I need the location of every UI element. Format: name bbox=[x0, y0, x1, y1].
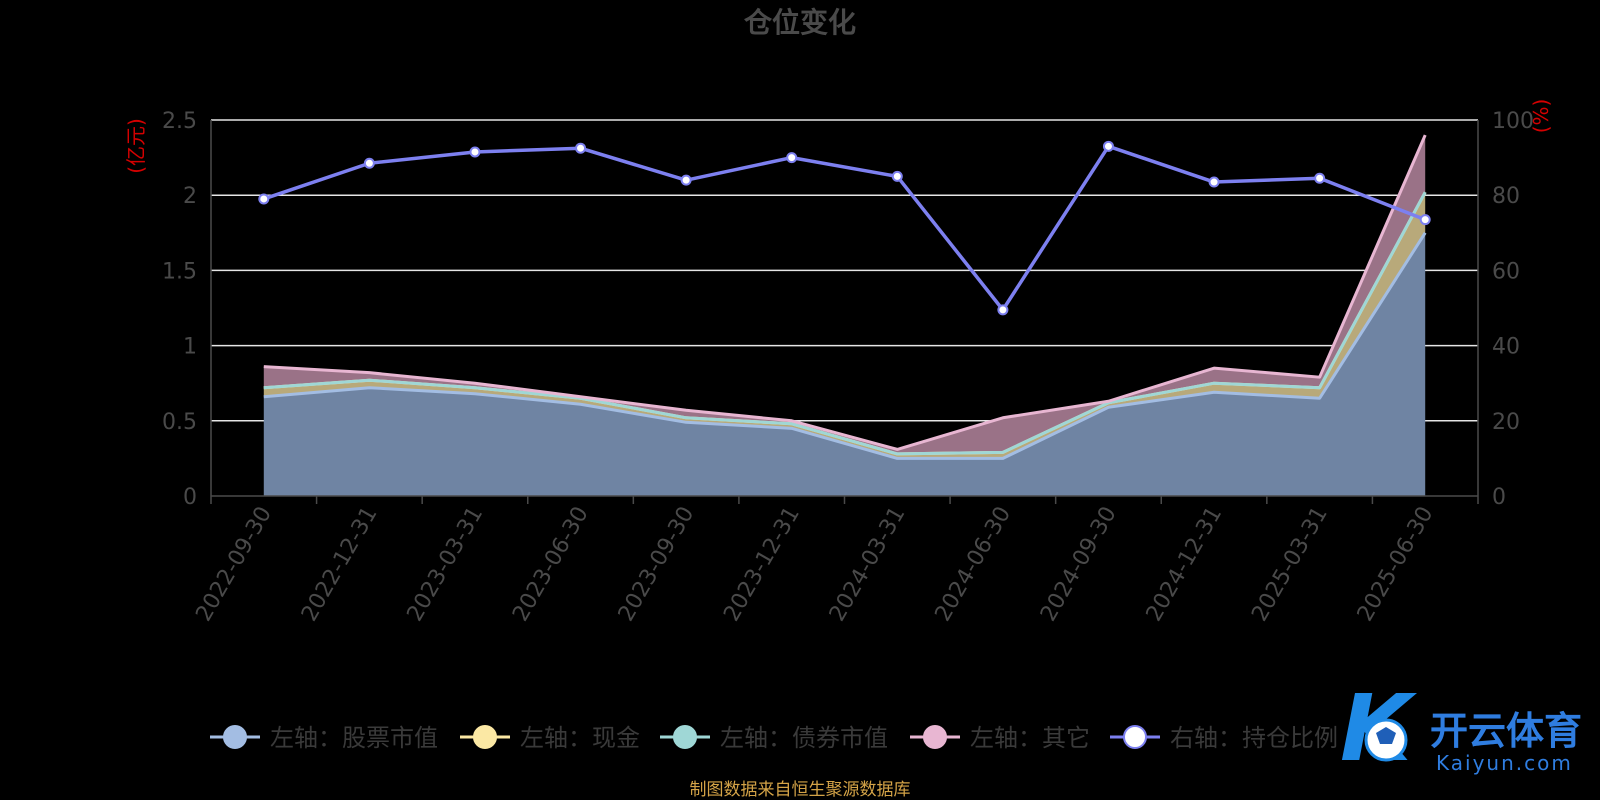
ratio-point-0 bbox=[258, 193, 270, 205]
watermark-en: Kaiyun.com bbox=[1436, 751, 1573, 775]
ratio-point-3 bbox=[575, 142, 587, 154]
ratio-point-11 bbox=[1419, 214, 1431, 226]
left-axis-unit: (亿元) bbox=[124, 118, 148, 174]
x-tick-label-9: 2024-12-31 bbox=[1142, 503, 1228, 626]
legend: 左轴：股票市值 左轴：现金 左轴：债券市值 左轴：其它 右轴：持仓比例 bbox=[210, 724, 1338, 752]
ratio-point-9 bbox=[1208, 176, 1220, 188]
left-tick-label-3: 1.5 bbox=[162, 259, 197, 284]
legend-label-3: 左轴：其它 bbox=[970, 724, 1090, 752]
left-tick-label-1: 0.5 bbox=[162, 410, 197, 435]
x-tick-label-6: 2024-03-31 bbox=[825, 503, 911, 626]
watermark-cn: 开云体育 bbox=[1430, 709, 1582, 753]
legend-label-1: 左轴：现金 bbox=[520, 724, 640, 752]
legend-label-4: 右轴：持仓比例 bbox=[1170, 724, 1338, 752]
ratio-point-6 bbox=[891, 170, 903, 182]
ratio-point-1 bbox=[363, 157, 375, 169]
ratio-line bbox=[263, 144, 1426, 312]
right-tick-label-2: 40 bbox=[1492, 335, 1520, 360]
x-tick-label-7: 2024-06-30 bbox=[930, 503, 1016, 626]
area-0 bbox=[263, 232, 1426, 497]
stacked-areas bbox=[263, 135, 1426, 497]
legend-marker-2 bbox=[673, 725, 697, 749]
chart-title: 仓位变化 bbox=[744, 6, 856, 39]
ratio-points bbox=[258, 140, 1431, 316]
axes bbox=[210, 120, 1479, 504]
watermark: K 开云体育 Kaiyun.com bbox=[1340, 675, 1582, 782]
left-axis-ticks: 0 0.5 1 1.5 2 2.5 bbox=[162, 109, 197, 510]
left-tick-label-2: 1 bbox=[183, 335, 197, 360]
legend-marker-0 bbox=[223, 725, 247, 749]
ratio-point-7 bbox=[997, 304, 1009, 316]
x-tick-label-8: 2024-09-30 bbox=[1036, 503, 1122, 626]
legend-marker-3 bbox=[923, 725, 947, 749]
legend-label-2: 左轴：债券市值 bbox=[720, 724, 888, 752]
x-tick-label-1: 2022-12-31 bbox=[297, 503, 383, 626]
line-0 bbox=[263, 231, 1427, 460]
x-tick-label-2: 2023-03-31 bbox=[403, 503, 489, 626]
legend-marker-1 bbox=[473, 725, 497, 749]
x-tick-label-4: 2023-09-30 bbox=[614, 503, 700, 626]
right-axis-unit: (%) bbox=[1529, 99, 1553, 134]
x-tick-label-11: 2025-06-30 bbox=[1353, 503, 1439, 626]
ratio-point-2 bbox=[469, 146, 481, 158]
line-3 bbox=[263, 134, 1427, 451]
right-tick-label-3: 60 bbox=[1492, 259, 1520, 284]
legend-marker-4 bbox=[1123, 725, 1147, 749]
left-tick-label-4: 2 bbox=[183, 184, 197, 209]
right-axis-ticks: 0 20 40 60 80 100 bbox=[1492, 109, 1534, 510]
x-tick-label-5: 2023-12-31 bbox=[719, 503, 805, 626]
right-tick-label-1: 20 bbox=[1492, 410, 1520, 435]
left-tick-label-5: 2.5 bbox=[162, 109, 197, 134]
right-tick-label-4: 80 bbox=[1492, 184, 1520, 209]
x-axis-ticks: 2022-09-30 2022-12-31 2023-03-31 2023-06-30… bbox=[191, 503, 1438, 626]
ratio-point-5 bbox=[786, 152, 798, 164]
right-tick-label-5: 100 bbox=[1492, 109, 1534, 134]
series-lines bbox=[263, 134, 1427, 460]
left-tick-label-0: 0 bbox=[183, 485, 197, 510]
data-source-note: 制图数据来自恒生聚源数据库 bbox=[690, 780, 911, 800]
kaiyun-logo-icon: K bbox=[1340, 675, 1417, 782]
line-2 bbox=[263, 191, 1427, 456]
right-tick-label-0: 0 bbox=[1492, 485, 1506, 510]
ratio-point-4 bbox=[680, 174, 692, 186]
legend-label-0: 左轴：股票市值 bbox=[270, 724, 438, 752]
x-tick-label-3: 2023-06-30 bbox=[508, 503, 594, 626]
x-tick-label-10: 2025-03-31 bbox=[1247, 503, 1333, 626]
ratio-point-10 bbox=[1314, 172, 1326, 184]
ratio-point-8 bbox=[1102, 140, 1114, 152]
x-tick-label-0: 2022-09-30 bbox=[191, 503, 277, 626]
